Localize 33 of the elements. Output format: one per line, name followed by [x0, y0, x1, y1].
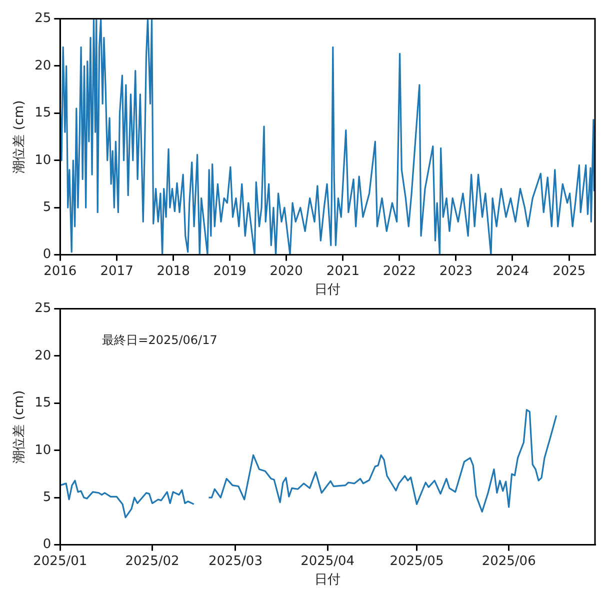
y-tick-label: 15 — [34, 106, 52, 121]
x-tick-label: 2016 — [44, 264, 77, 279]
x-tick-label: 2025 — [552, 264, 586, 279]
x-tick-label: 2021 — [326, 264, 360, 279]
x-tick-label: 2025/03 — [208, 554, 262, 569]
y-axis-title: 潮位差 (cm) — [12, 390, 28, 464]
y-tick-label: 0 — [42, 247, 52, 262]
y-axis-title: 潮位差 (cm) — [12, 100, 28, 174]
x-tick-label: 2022 — [382, 264, 416, 279]
y-tick-label: 5 — [42, 490, 52, 505]
y-tick-label: 10 — [34, 152, 52, 168]
x-tick-label: 2025/01 — [33, 554, 88, 569]
y-tick-label: 25 — [34, 301, 52, 316]
y-tick-label: 25 — [34, 11, 52, 26]
y-tick-label: 20 — [34, 58, 52, 74]
x-tick-label: 2025/06 — [482, 554, 536, 569]
annotation: 最終日=2025/06/17 — [102, 332, 218, 347]
x-tick-label: 2018 — [156, 264, 190, 279]
x-axis-title: 日付 — [314, 282, 341, 298]
x-tick-label: 2017 — [100, 264, 134, 279]
x-tick-label: 2025/05 — [390, 554, 444, 569]
y-tick-label: 15 — [34, 396, 52, 411]
x-tick-label: 2019 — [213, 264, 246, 279]
x-tick-label: 2020 — [270, 264, 303, 279]
x-tick-label: 2025/04 — [300, 554, 355, 569]
x-tick-label: 2023 — [439, 264, 473, 279]
x-tick-label: 2025/02 — [125, 554, 180, 569]
y-tick-label: 5 — [42, 200, 52, 215]
y-tick-label: 10 — [34, 442, 52, 458]
y-tick-label: 20 — [34, 348, 52, 364]
x-tick-label: 2024 — [496, 264, 530, 279]
x-axis-title: 日付 — [314, 572, 341, 588]
y-tick-label: 0 — [42, 537, 52, 552]
